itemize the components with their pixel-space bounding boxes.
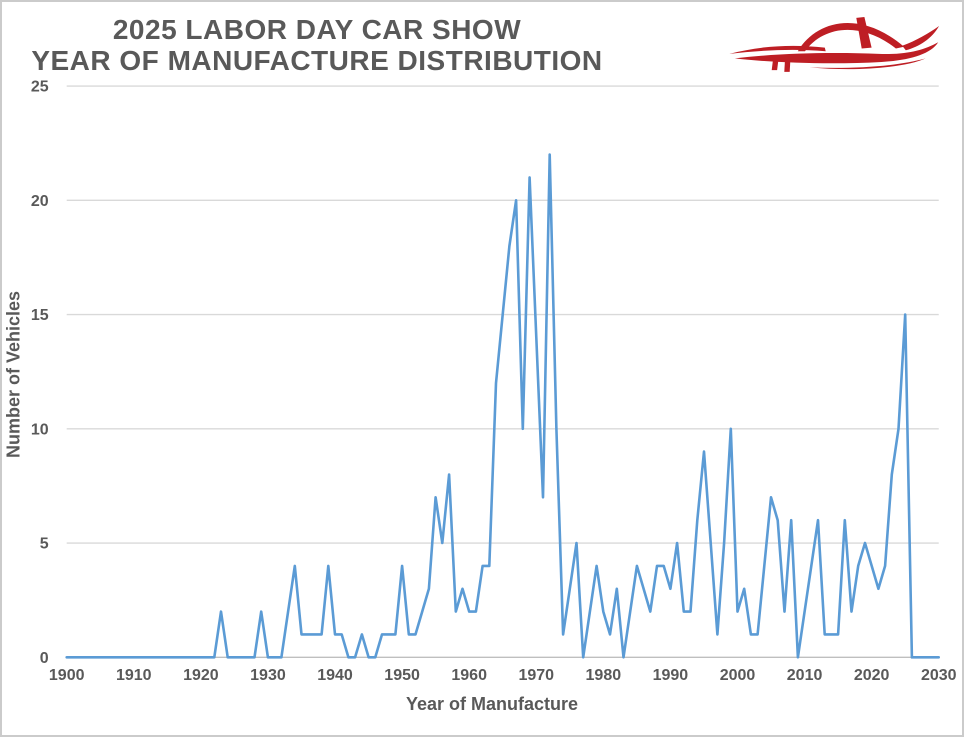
y-tick-label: 5 [40, 536, 49, 553]
x-tick-label: 1930 [250, 667, 286, 684]
x-tick-label: 1960 [451, 667, 487, 684]
x-tick-label: 1950 [384, 667, 420, 684]
y-tick-label: 15 [31, 307, 49, 324]
x-tick-label: 1920 [183, 667, 219, 684]
chart-title: 2025 LABOR DAY CAR SHOW YEAR OF MANUFACT… [2, 14, 632, 76]
chart-title-line2: YEAR OF MANUFACTURE DISTRIBUTION [31, 45, 603, 76]
x-tick-label: 1940 [317, 667, 353, 684]
vehicle-count-series-line [65, 153, 941, 659]
x-tick-label: 1910 [116, 667, 152, 684]
y-tick-label: 20 [31, 193, 49, 210]
x-tick-label: 1900 [49, 667, 85, 684]
x-tick-label: 1980 [586, 667, 622, 684]
y-axis-title: Number of Vehicles [3, 290, 24, 459]
car-logo-icon [718, 8, 946, 80]
y-tick-label: 25 [31, 79, 49, 96]
y-tick-label: 10 [31, 421, 49, 438]
chart-title-line1: 2025 LABOR DAY CAR SHOW [112, 14, 522, 45]
x-tick-label: 2000 [720, 667, 756, 684]
x-axis-title: Year of Manufacture [405, 694, 579, 714]
x-tick-label: 1970 [518, 667, 554, 684]
x-tick-label: 2020 [854, 667, 890, 684]
y-tick-label: 0 [40, 650, 49, 667]
x-tick-label: 1990 [653, 667, 689, 684]
x-tick-label: 2010 [787, 667, 823, 684]
x-tick-label: 2030 [921, 667, 957, 684]
